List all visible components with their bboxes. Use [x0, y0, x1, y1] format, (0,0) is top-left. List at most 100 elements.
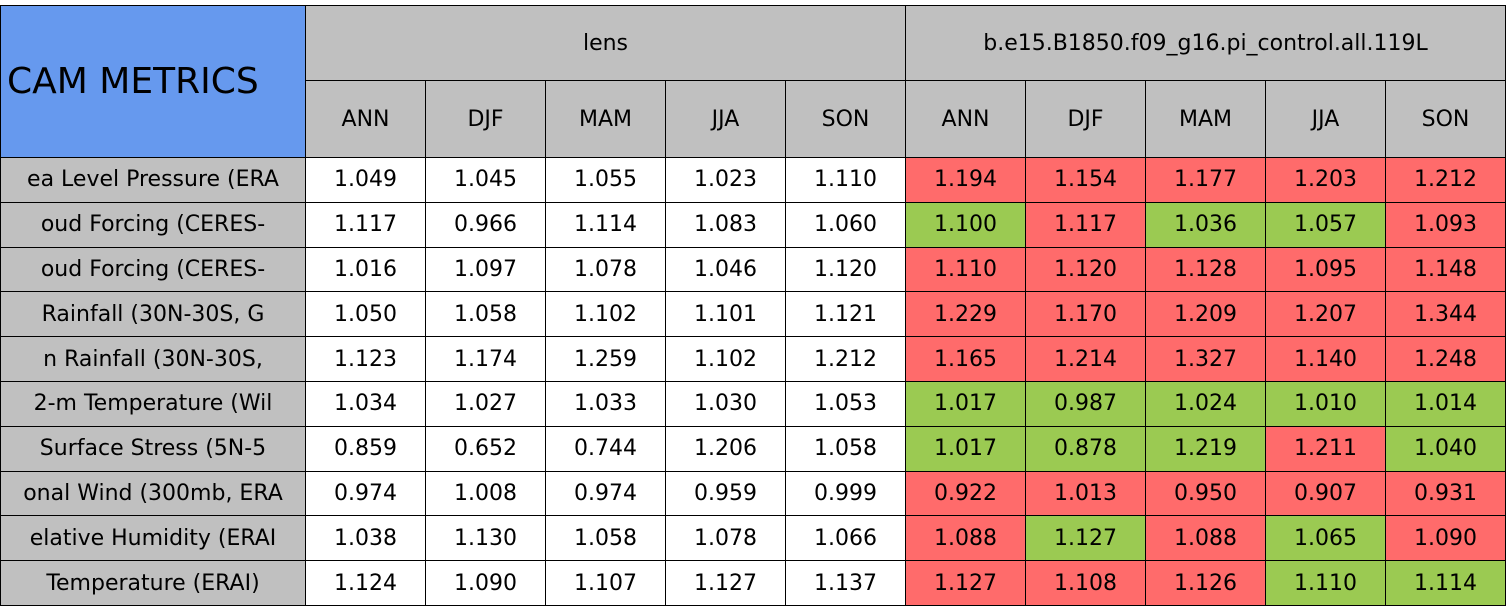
row-label: elative Humidity (ERAI — [0, 515, 306, 562]
column-header: DJF — [425, 80, 546, 158]
row-label: n Rainfall (30N-30S, — [0, 336, 306, 382]
value-cell: 1.034 — [305, 381, 426, 427]
value-cell: 1.123 — [305, 336, 426, 382]
value-cell: 0.974 — [545, 470, 666, 517]
value-cell: 1.078 — [545, 246, 666, 293]
group-header: b.e15.B1850.f09_g16.pi_control.all.119L — [905, 5, 1506, 81]
value-cell: 1.078 — [665, 515, 786, 562]
value-cell: 0.959 — [665, 470, 786, 517]
value-cell: 1.097 — [425, 246, 546, 293]
value-cell: 1.206 — [665, 425, 786, 472]
group-header: lens — [305, 5, 906, 81]
value-cell: 1.114 — [545, 201, 666, 248]
value-cell: 1.038 — [305, 515, 426, 562]
row-label: Temperature (ERAI) — [0, 560, 306, 606]
column-header: MAM — [545, 80, 666, 158]
value-cell: 1.219 — [1145, 425, 1266, 472]
value-cell: 1.214 — [1025, 336, 1146, 382]
row-label: 2-m Temperature (Wil — [0, 381, 306, 427]
value-cell: 1.229 — [905, 291, 1026, 338]
value-cell: 1.058 — [785, 425, 906, 472]
value-cell: 1.066 — [785, 515, 906, 562]
column-header: ANN — [905, 80, 1026, 158]
value-cell: 1.053 — [785, 381, 906, 427]
value-cell: 0.652 — [425, 425, 546, 472]
row-label: Rainfall (30N-30S, G — [0, 291, 306, 338]
value-cell: 1.137 — [785, 560, 906, 606]
row-label: onal Wind (300mb, ERA — [0, 470, 306, 517]
value-cell: 1.027 — [425, 381, 546, 427]
value-cell: 1.090 — [425, 560, 546, 606]
row-label: oud Forcing (CERES- — [0, 201, 306, 248]
column-header: DJF — [1025, 80, 1146, 158]
value-cell: 1.102 — [545, 291, 666, 338]
value-cell: 1.100 — [905, 201, 1026, 248]
value-cell: 0.878 — [1025, 425, 1146, 472]
column-header: JJA — [665, 80, 786, 158]
value-cell: 1.203 — [1265, 157, 1386, 203]
value-cell: 1.120 — [785, 246, 906, 293]
value-cell: 1.120 — [1025, 246, 1146, 293]
value-cell: 1.154 — [1025, 157, 1146, 203]
value-cell: 0.950 — [1145, 470, 1266, 517]
value-cell: 1.207 — [1265, 291, 1386, 338]
value-cell: 0.999 — [785, 470, 906, 517]
value-cell: 1.014 — [1385, 381, 1506, 427]
value-cell: 1.174 — [425, 336, 546, 382]
value-cell: 0.922 — [905, 470, 1026, 517]
value-cell: 1.095 — [1265, 246, 1386, 293]
value-cell: 1.033 — [545, 381, 666, 427]
column-header: ANN — [305, 80, 426, 158]
value-cell: 1.110 — [785, 157, 906, 203]
value-cell: 1.108 — [1025, 560, 1146, 606]
value-cell: 1.010 — [1265, 381, 1386, 427]
value-cell: 1.055 — [545, 157, 666, 203]
value-cell: 1.259 — [545, 336, 666, 382]
value-cell: 1.212 — [785, 336, 906, 382]
value-cell: 1.110 — [905, 246, 1026, 293]
value-cell: 1.107 — [545, 560, 666, 606]
value-cell: 1.060 — [785, 201, 906, 248]
value-cell: 1.058 — [545, 515, 666, 562]
value-cell: 1.057 — [1265, 201, 1386, 248]
value-cell: 0.744 — [545, 425, 666, 472]
value-cell: 0.987 — [1025, 381, 1146, 427]
value-cell: 1.023 — [665, 157, 786, 203]
value-cell: 1.024 — [1145, 381, 1266, 427]
value-cell: 1.016 — [305, 246, 426, 293]
value-cell: 1.212 — [1385, 157, 1506, 203]
value-cell: 1.126 — [1145, 560, 1266, 606]
value-cell: 1.117 — [1025, 201, 1146, 248]
value-cell: 1.030 — [665, 381, 786, 427]
value-cell: 0.859 — [305, 425, 426, 472]
value-cell: 1.090 — [1385, 515, 1506, 562]
value-cell: 1.177 — [1145, 157, 1266, 203]
value-cell: 1.046 — [665, 246, 786, 293]
value-cell: 1.130 — [425, 515, 546, 562]
value-cell: 1.013 — [1025, 470, 1146, 517]
value-cell: 1.148 — [1385, 246, 1506, 293]
value-cell: 1.049 — [305, 157, 426, 203]
row-label: ea Level Pressure (ERA — [0, 157, 306, 203]
value-cell: 1.121 — [785, 291, 906, 338]
value-cell: 0.931 — [1385, 470, 1506, 517]
value-cell: 1.127 — [905, 560, 1026, 606]
value-cell: 1.065 — [1265, 515, 1386, 562]
value-cell: 1.101 — [665, 291, 786, 338]
value-cell: 1.058 — [425, 291, 546, 338]
value-cell: 1.209 — [1145, 291, 1266, 338]
value-cell: 0.907 — [1265, 470, 1386, 517]
value-cell: 1.128 — [1145, 246, 1266, 293]
value-cell: 1.327 — [1145, 336, 1266, 382]
value-cell: 1.194 — [905, 157, 1026, 203]
value-cell: 1.093 — [1385, 201, 1506, 248]
value-cell: 1.017 — [905, 381, 1026, 427]
title-cell: CAM METRICS — [0, 5, 306, 158]
column-header: MAM — [1145, 80, 1266, 158]
value-cell: 1.140 — [1265, 336, 1386, 382]
value-cell: 1.017 — [905, 425, 1026, 472]
value-cell: 1.045 — [425, 157, 546, 203]
value-cell: 1.124 — [305, 560, 426, 606]
value-cell: 1.344 — [1385, 291, 1506, 338]
value-cell: 1.050 — [305, 291, 426, 338]
